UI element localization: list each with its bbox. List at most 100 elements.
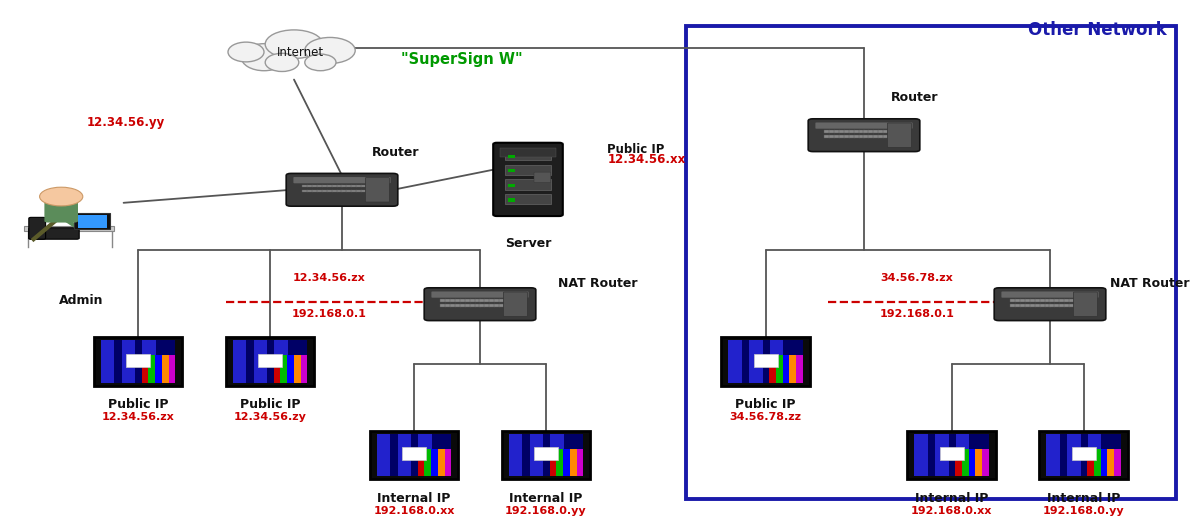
Text: 34.56.78.zx: 34.56.78.zx (881, 274, 953, 283)
FancyBboxPatch shape (721, 337, 810, 386)
FancyBboxPatch shape (331, 185, 337, 187)
Text: Public IP: Public IP (108, 398, 168, 411)
FancyBboxPatch shape (294, 355, 300, 383)
FancyBboxPatch shape (301, 185, 307, 187)
FancyBboxPatch shape (1069, 299, 1075, 302)
FancyBboxPatch shape (499, 304, 505, 307)
FancyBboxPatch shape (1074, 304, 1080, 307)
FancyBboxPatch shape (301, 190, 307, 192)
FancyBboxPatch shape (1009, 299, 1015, 302)
Text: Internal IP: Internal IP (1046, 492, 1121, 505)
FancyBboxPatch shape (377, 190, 383, 192)
FancyBboxPatch shape (474, 304, 480, 307)
FancyBboxPatch shape (504, 193, 552, 204)
Ellipse shape (305, 37, 355, 63)
FancyBboxPatch shape (371, 185, 377, 187)
FancyBboxPatch shape (883, 135, 889, 138)
FancyBboxPatch shape (853, 135, 859, 138)
FancyBboxPatch shape (844, 130, 850, 133)
FancyBboxPatch shape (816, 123, 912, 129)
FancyBboxPatch shape (126, 354, 150, 367)
FancyBboxPatch shape (874, 130, 880, 133)
FancyBboxPatch shape (770, 340, 784, 383)
FancyBboxPatch shape (955, 449, 962, 476)
FancyBboxPatch shape (509, 434, 522, 476)
FancyBboxPatch shape (749, 340, 763, 383)
FancyBboxPatch shape (1039, 304, 1045, 307)
FancyBboxPatch shape (460, 299, 466, 302)
FancyBboxPatch shape (1020, 299, 1026, 302)
FancyBboxPatch shape (869, 135, 875, 138)
FancyBboxPatch shape (557, 449, 563, 476)
FancyBboxPatch shape (143, 340, 156, 383)
FancyBboxPatch shape (425, 288, 535, 320)
FancyBboxPatch shape (940, 447, 964, 460)
FancyBboxPatch shape (371, 190, 377, 192)
FancyBboxPatch shape (322, 190, 328, 192)
FancyBboxPatch shape (1055, 299, 1061, 302)
FancyBboxPatch shape (1015, 304, 1021, 307)
FancyBboxPatch shape (509, 299, 515, 302)
FancyBboxPatch shape (1030, 299, 1036, 302)
FancyBboxPatch shape (78, 215, 107, 228)
FancyBboxPatch shape (1009, 304, 1015, 307)
Text: Public IP: Public IP (736, 398, 796, 411)
Ellipse shape (228, 42, 264, 62)
FancyBboxPatch shape (293, 177, 391, 184)
FancyBboxPatch shape (312, 190, 318, 192)
Text: 12.34.56.xx: 12.34.56.xx (607, 153, 685, 166)
FancyBboxPatch shape (361, 190, 367, 192)
FancyBboxPatch shape (312, 185, 318, 187)
Text: "SuperSign W": "SuperSign W" (401, 53, 523, 67)
FancyBboxPatch shape (490, 304, 496, 307)
FancyBboxPatch shape (253, 340, 268, 383)
FancyBboxPatch shape (834, 135, 840, 138)
FancyBboxPatch shape (1108, 449, 1114, 476)
Text: Router: Router (372, 146, 420, 159)
FancyBboxPatch shape (1044, 304, 1050, 307)
FancyBboxPatch shape (155, 355, 162, 383)
FancyBboxPatch shape (509, 304, 515, 307)
FancyBboxPatch shape (94, 337, 182, 386)
FancyBboxPatch shape (474, 299, 480, 302)
FancyBboxPatch shape (515, 304, 521, 307)
FancyBboxPatch shape (839, 130, 845, 133)
FancyBboxPatch shape (883, 130, 889, 133)
FancyBboxPatch shape (509, 184, 516, 187)
FancyBboxPatch shape (570, 449, 576, 476)
FancyBboxPatch shape (1020, 304, 1026, 307)
FancyBboxPatch shape (888, 123, 912, 147)
FancyBboxPatch shape (1015, 299, 1021, 302)
FancyBboxPatch shape (1094, 449, 1100, 476)
Text: NAT Router: NAT Router (1110, 277, 1189, 290)
FancyBboxPatch shape (1001, 291, 1099, 297)
FancyBboxPatch shape (24, 226, 114, 231)
FancyBboxPatch shape (233, 340, 307, 383)
FancyBboxPatch shape (361, 185, 367, 187)
FancyBboxPatch shape (377, 434, 390, 476)
FancyBboxPatch shape (888, 130, 894, 133)
FancyBboxPatch shape (418, 449, 425, 476)
FancyBboxPatch shape (1039, 431, 1128, 479)
Text: Public IP: Public IP (607, 142, 665, 156)
FancyBboxPatch shape (1114, 449, 1121, 476)
FancyBboxPatch shape (499, 299, 505, 302)
FancyBboxPatch shape (550, 449, 557, 476)
FancyBboxPatch shape (1025, 299, 1031, 302)
FancyBboxPatch shape (445, 304, 451, 307)
FancyBboxPatch shape (1055, 304, 1061, 307)
FancyBboxPatch shape (888, 135, 894, 138)
FancyBboxPatch shape (823, 135, 829, 138)
FancyBboxPatch shape (101, 340, 175, 383)
FancyBboxPatch shape (29, 217, 46, 239)
FancyBboxPatch shape (769, 355, 776, 383)
FancyBboxPatch shape (149, 355, 155, 383)
FancyBboxPatch shape (968, 449, 976, 476)
Text: Internet: Internet (276, 45, 324, 58)
FancyBboxPatch shape (858, 135, 864, 138)
Text: NAT Router: NAT Router (558, 277, 637, 290)
FancyBboxPatch shape (899, 135, 905, 138)
Text: 12.34.56.zx: 12.34.56.zx (293, 274, 365, 283)
FancyBboxPatch shape (1050, 299, 1056, 302)
FancyBboxPatch shape (494, 299, 500, 302)
